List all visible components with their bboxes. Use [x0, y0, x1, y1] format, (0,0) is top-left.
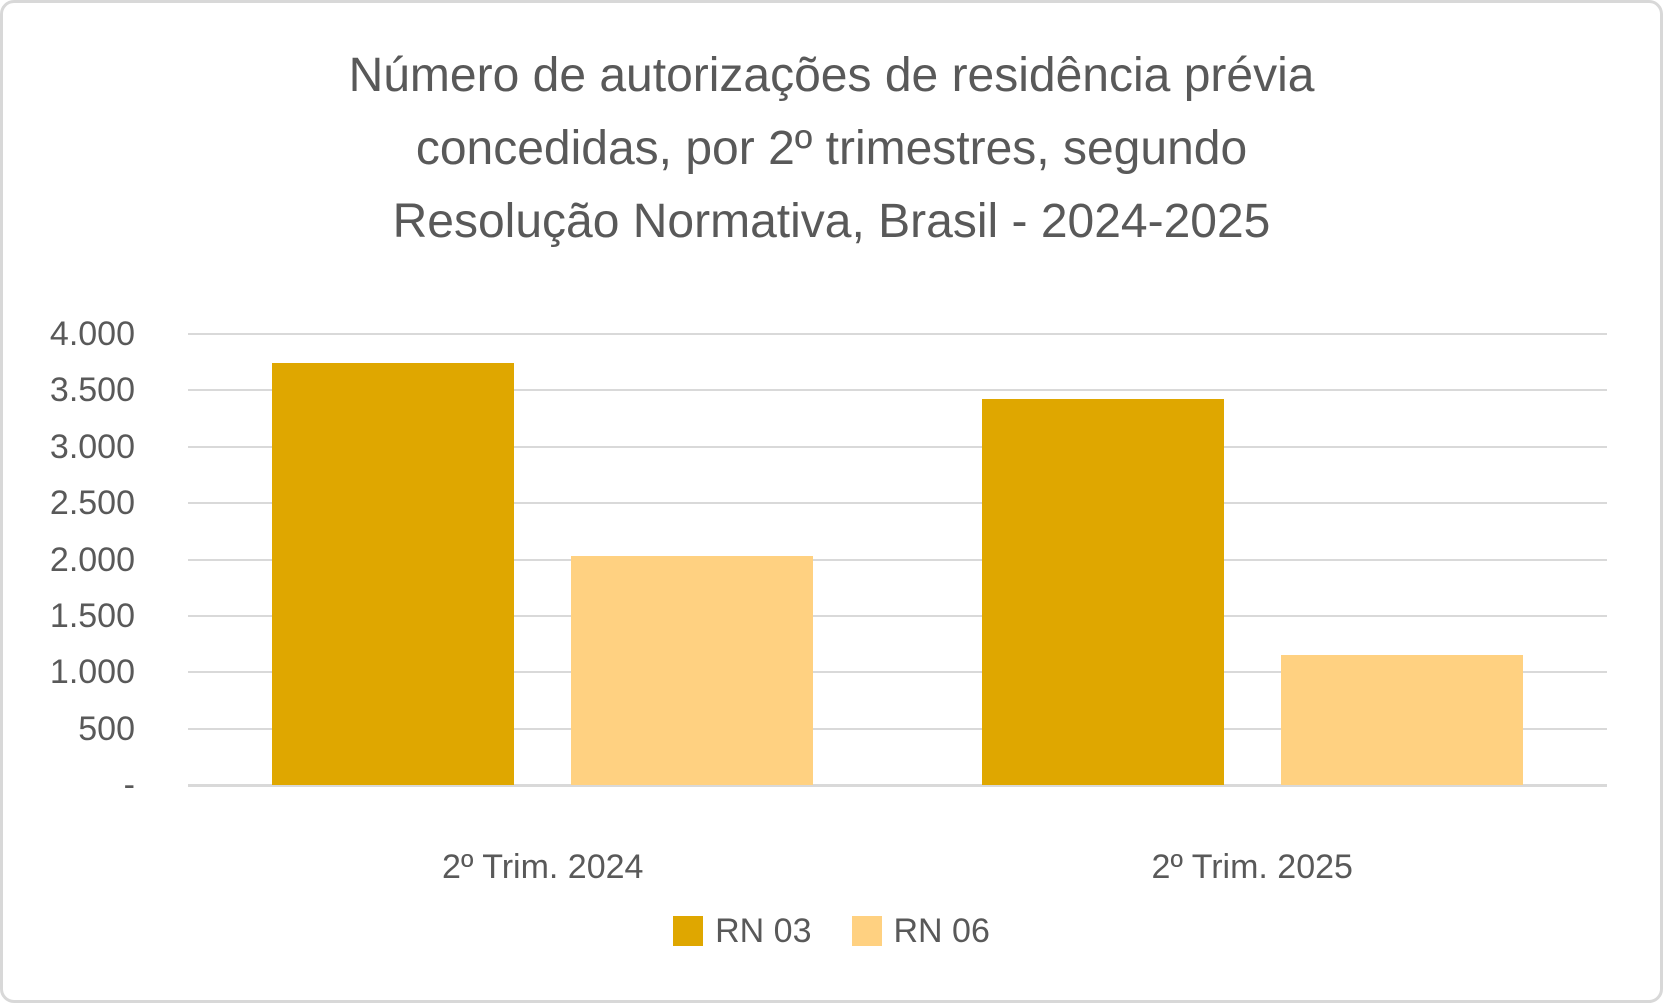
- gridline: [188, 389, 1607, 392]
- y-tick-label: 2.000: [49, 540, 135, 579]
- x-category-label: 2º Trim. 2024: [442, 848, 644, 886]
- legend-label: RN 06: [893, 912, 990, 950]
- y-tick-label: -: [123, 766, 135, 804]
- legend-swatch-icon: [851, 916, 882, 946]
- chart-title-line-3: Resolução Normativa, Brasil - 2024-2025: [392, 195, 1271, 248]
- y-tick-label: 3.000: [49, 427, 135, 466]
- gridline: [188, 558, 1607, 561]
- y-tick-label: 500: [78, 709, 135, 748]
- legend-item-rn-03: RN 03: [673, 911, 812, 951]
- gridline: [188, 445, 1607, 448]
- gridline: [188, 614, 1607, 617]
- gridline: [188, 333, 1607, 335]
- y-tick-label: 1.000: [49, 653, 135, 692]
- legend-swatch-icon: [673, 916, 704, 946]
- bar-rn-06-22024: [571, 556, 814, 785]
- chart-title: Número de autorizações de residência pré…: [3, 39, 1660, 258]
- legend-label: RN 03: [715, 912, 812, 950]
- legend-item-rn-06: RN 06: [851, 911, 990, 951]
- y-tick-label: 2.500: [49, 484, 135, 523]
- y-tick-label: 1.500: [49, 596, 135, 635]
- x-axis-baseline: [188, 784, 1607, 787]
- gridline: [188, 727, 1607, 730]
- chart-title-line-1: Número de autorizações de residência pré…: [348, 49, 1315, 102]
- y-tick-label: 3.500: [49, 371, 135, 410]
- gridline: [188, 671, 1607, 674]
- plot-area: [188, 333, 1607, 787]
- bar-rn-06-22025: [1280, 655, 1523, 785]
- x-category-label: 2º Trim. 2025: [1151, 848, 1353, 886]
- chart-title-line-2: concedidas, por 2º trimestres, segundo: [415, 122, 1248, 175]
- gridline: [188, 502, 1607, 505]
- legend: RN 03 RN 06: [3, 911, 1660, 951]
- y-tick-label: 4.000: [49, 315, 135, 353]
- bar-rn-03-22025: [981, 399, 1224, 785]
- bar-rn-03-22024: [272, 363, 515, 785]
